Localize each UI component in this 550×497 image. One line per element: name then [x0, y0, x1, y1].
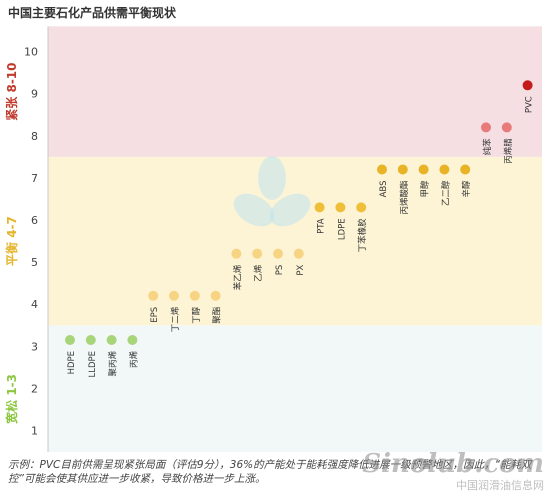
band-label: 平衡 4-7 [4, 216, 19, 266]
page-title: 中国主要石化产品供需平衡现状 [8, 6, 177, 20]
data-label: 丙烯 [128, 351, 139, 369]
data-label: LLDPE [88, 351, 98, 378]
data-point [210, 290, 221, 301]
data-point [65, 334, 75, 345]
data-label: 丙烯酸酯 [399, 180, 410, 215]
y-tick-label: 6 [31, 214, 38, 227]
data-label: 丙烯腈 [503, 138, 514, 164]
center-logo-icon [233, 193, 275, 227]
watermark: Sinolub.com 中国润滑油信息网 [362, 451, 544, 493]
data-point [481, 122, 491, 133]
data-point [356, 202, 367, 213]
data-label: 乙烯 [253, 264, 264, 282]
data-label: 辛醇 [461, 180, 472, 198]
data-label: LDPE [337, 218, 347, 240]
data-point [273, 248, 283, 259]
data-point [460, 164, 471, 175]
y-tick-label: 3 [31, 340, 38, 353]
data-point [189, 290, 200, 301]
data-label: PS [275, 265, 285, 276]
y-tick-label: 8 [31, 130, 38, 143]
data-point [335, 202, 346, 213]
data-label: EPS [150, 307, 160, 323]
data-point [252, 248, 263, 259]
y-tick-label: 10 [24, 46, 38, 59]
watermark-subtitle: 中国润滑油信息网 [456, 479, 544, 492]
y-tick-label: 4 [31, 298, 38, 311]
data-point [85, 334, 96, 345]
data-point [148, 290, 159, 301]
data-label: 丁醇 [191, 306, 202, 324]
band-1 [48, 156, 542, 326]
data-label: 苯乙烯 [232, 264, 243, 290]
data-label: PVC [525, 96, 535, 113]
y-tick-label: 9 [31, 88, 38, 101]
data-label: 聚酯 [213, 306, 223, 324]
data-label: 纯苯 [482, 138, 493, 156]
y-tick-label: 2 [31, 382, 38, 395]
data-label: ABS [379, 180, 389, 197]
data-point [169, 290, 179, 301]
data-point [314, 202, 325, 213]
center-logo-icon [258, 156, 286, 200]
data-label: 丁二烯 [170, 306, 181, 332]
data-point [418, 164, 429, 175]
center-logo-icon [269, 193, 311, 227]
data-point [501, 122, 512, 133]
data-point [106, 334, 117, 345]
data-point [377, 164, 387, 175]
data-point [439, 164, 450, 175]
data-point [293, 248, 304, 259]
footnote-text: 示例：PVC目前供需呈现紧张局面（评估9分），36%的产能处于能耗强度降低进展一… [8, 459, 532, 485]
data-label: PX [296, 265, 306, 276]
data-label: 聚丙烯 [108, 351, 119, 377]
data-point [397, 164, 408, 175]
data-label: 丁苯橡胶 [357, 218, 368, 253]
y-tick-label: 1 [31, 425, 38, 438]
band-0 [48, 325, 542, 452]
band-label: 宽松 1-3 [4, 374, 19, 425]
data-point [522, 80, 533, 91]
watermark-logo: Sinolub.com [362, 449, 544, 479]
band-label: 紧张 8-10 [4, 62, 19, 120]
scatter-chart: 宽松 1-3 平衡 4-7 紧张 8-10 1 2 3 4 5 6 7 8 9 10 HDPE LLDPE 聚… [4, 26, 542, 452]
data-label: 甲醇 [420, 180, 431, 198]
data-label: HDPE [67, 351, 77, 374]
band-2 [48, 26, 542, 157]
y-tick-label: 5 [31, 256, 38, 269]
data-point [127, 334, 138, 345]
data-point [231, 248, 242, 259]
data-label: PTA [317, 218, 327, 234]
y-tick-label: 7 [31, 172, 38, 185]
data-label: 乙二醇 [440, 180, 451, 206]
